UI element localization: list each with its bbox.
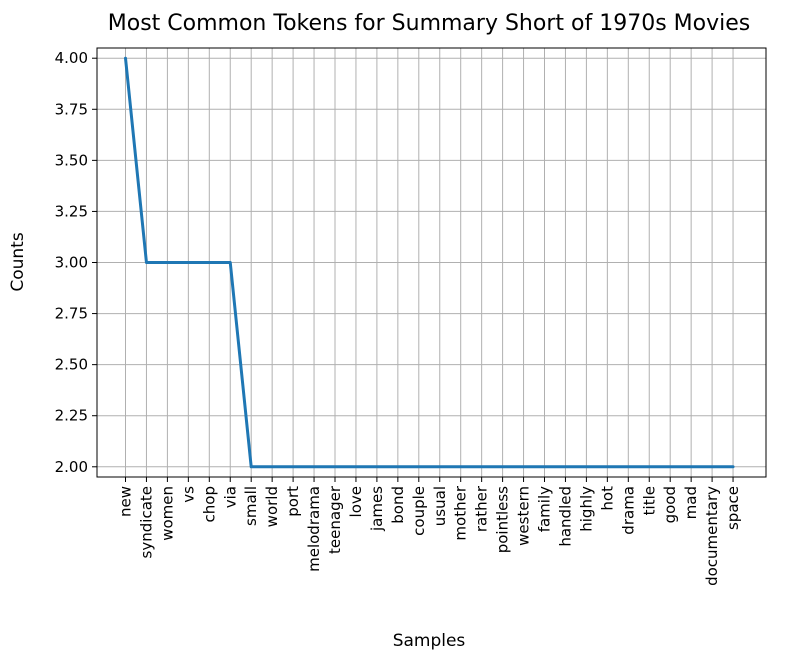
x-tick-label: handled bbox=[556, 486, 574, 547]
x-tick-label: small bbox=[242, 486, 260, 526]
y-tick-label: 2.50 bbox=[55, 356, 88, 374]
x-tick-label: hot bbox=[598, 486, 616, 511]
x-tick-label: via bbox=[221, 486, 239, 508]
x-axis: new syndicate women vs chop via small world port… bbox=[117, 477, 742, 586]
x-tick-label: port bbox=[284, 486, 302, 517]
x-axis-label: Samples bbox=[393, 631, 466, 651]
x-tick-label: pointless bbox=[494, 486, 512, 553]
x-tick-label: melodrama bbox=[305, 486, 323, 572]
x-tick-label: documentary bbox=[703, 486, 721, 586]
x-tick-label: family bbox=[536, 486, 554, 532]
x-tick-label: love bbox=[347, 486, 365, 517]
x-tick-label: highly bbox=[577, 486, 595, 532]
y-tick-label: 2.00 bbox=[55, 458, 88, 476]
y-tick-label: 2.75 bbox=[55, 305, 88, 323]
y-tick-label: 3.50 bbox=[55, 151, 88, 169]
x-tick-label: mad bbox=[682, 486, 700, 519]
x-tick-label: vs bbox=[179, 486, 197, 503]
x-tick-label: syndicate bbox=[137, 486, 155, 558]
x-tick-label: chop bbox=[200, 486, 218, 522]
series-line bbox=[124, 56, 735, 469]
y-axis-label: Counts bbox=[8, 232, 28, 291]
x-tick-label: title bbox=[640, 486, 658, 515]
y-tick-label: 3.25 bbox=[55, 202, 88, 220]
x-tick-label: western bbox=[515, 486, 533, 546]
y-tick-label: 2.25 bbox=[55, 407, 88, 425]
x-tick-label: good bbox=[661, 486, 679, 523]
x-tick-label: mother bbox=[452, 485, 470, 540]
x-tick-label: teenager bbox=[326, 485, 344, 554]
y-tick-label: 4.00 bbox=[55, 49, 88, 67]
x-tick-label: james bbox=[368, 486, 386, 532]
x-tick-label: world bbox=[263, 486, 281, 527]
x-tick-label: space bbox=[724, 486, 742, 530]
series-layer bbox=[124, 56, 735, 469]
y-tick-label: 3.00 bbox=[55, 254, 88, 272]
x-tick-label: bond bbox=[389, 486, 407, 524]
x-tick-label: new bbox=[117, 486, 135, 517]
x-tick-label: women bbox=[158, 486, 176, 541]
x-tick-label: rather bbox=[473, 485, 491, 532]
x-tick-label: couple bbox=[410, 486, 428, 536]
y-axis: 2.00 2.25 2.50 2.75 3.00 3.25 3.50 3.75 4.00 bbox=[55, 49, 97, 476]
y-tick-label: 3.75 bbox=[55, 100, 88, 118]
x-tick-label: usual bbox=[431, 486, 449, 526]
chart-title: Most Common Tokens for Summary Short of … bbox=[108, 11, 750, 36]
x-tick-label: drama bbox=[619, 486, 637, 535]
